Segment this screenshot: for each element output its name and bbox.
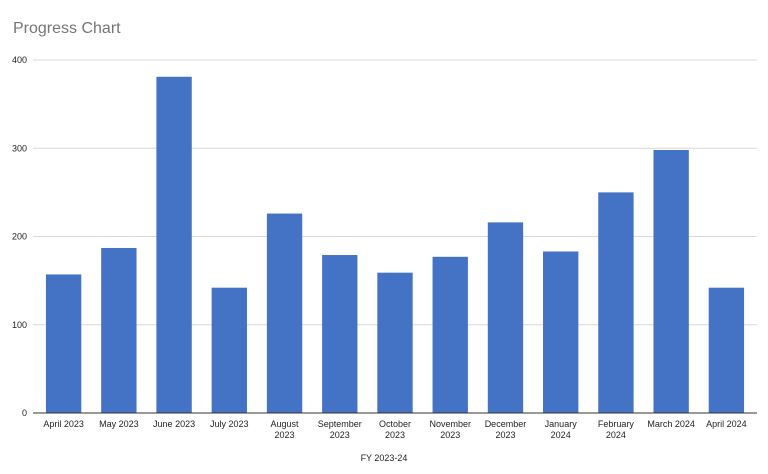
bar	[211, 287, 247, 413]
y-tick-label: 0	[22, 408, 27, 418]
x-tick-label: December 2023	[485, 419, 527, 440]
x-axis-title: FY 2023-24	[360, 453, 408, 463]
x-tick-label: April 2024	[706, 419, 747, 429]
y-tick-label: 100	[12, 320, 27, 330]
bar	[598, 192, 634, 414]
x-tick-label: May 2023	[99, 419, 139, 429]
x-tick-label: June 2023	[153, 419, 195, 429]
x-tick-label: March 2024	[647, 419, 695, 429]
x-tick-label: November 2023	[429, 419, 471, 440]
y-axis-ticks: 0 100 200 300 400	[12, 55, 27, 418]
x-tick-label: February 2024	[598, 419, 635, 440]
chart-title: Progress Chart	[13, 20, 121, 37]
x-tick-label: October 2023	[379, 419, 411, 440]
x-tick-label: January 2024	[545, 419, 578, 440]
x-axis-ticks: April 2023 May 2023 June 2023 July 2023 Augu…	[43, 419, 746, 440]
bar	[322, 255, 358, 413]
x-tick-label: April 2023	[43, 419, 84, 429]
x-tick-label: July 2023	[210, 419, 249, 429]
bars	[45, 76, 745, 414]
bar	[432, 256, 468, 413]
bar	[543, 251, 579, 413]
bar	[487, 222, 524, 413]
bar	[377, 272, 413, 413]
bar	[653, 150, 689, 413]
bar	[45, 274, 82, 413]
bar	[266, 213, 303, 413]
y-tick-label: 300	[12, 143, 27, 153]
x-tick-label: August 2023	[271, 419, 300, 440]
bar	[156, 76, 192, 414]
y-tick-label: 400	[12, 55, 27, 65]
bar	[708, 287, 745, 413]
y-tick-label: 200	[12, 232, 27, 242]
x-tick-label: September 2023	[318, 419, 362, 440]
bar	[101, 247, 137, 413]
